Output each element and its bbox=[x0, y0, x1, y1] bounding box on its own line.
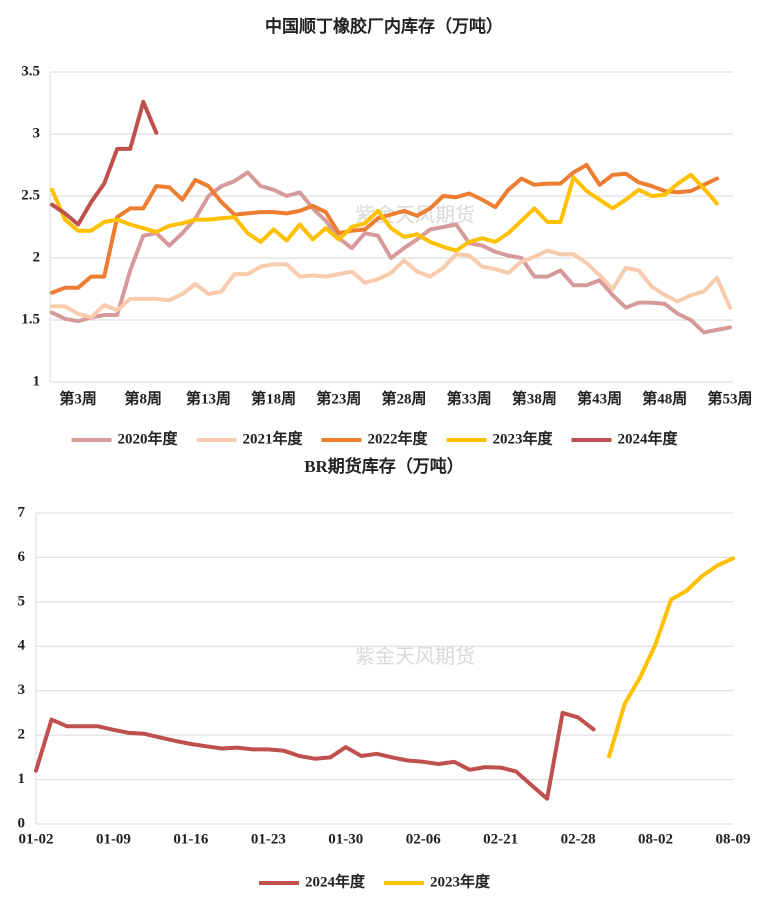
x-tick-label: 第43周 bbox=[577, 389, 622, 407]
x-tick-label: 第38周 bbox=[512, 389, 557, 407]
x-tick-label: 01-16 bbox=[173, 831, 208, 847]
y-tick-label: 2.5 bbox=[21, 187, 40, 203]
x-tick-label: 02-28 bbox=[561, 831, 596, 847]
y-tick-label: 2 bbox=[33, 249, 41, 265]
y-tick-label: 3.5 bbox=[21, 63, 40, 79]
y-tick-label: 1 bbox=[33, 373, 41, 389]
legend-label: 2024年度 bbox=[618, 429, 679, 447]
series-line bbox=[607, 556, 735, 759]
x-tick-label: 01-23 bbox=[251, 831, 286, 847]
y-tick-label: 1.5 bbox=[21, 311, 40, 327]
series-line bbox=[50, 248, 732, 320]
y-tick-label: 4 bbox=[18, 638, 26, 654]
series-line bbox=[34, 710, 596, 801]
x-tick-label: 01-09 bbox=[96, 831, 131, 847]
x-tick-label: 08-02 bbox=[638, 831, 673, 847]
x-tick-label: 第53周 bbox=[707, 389, 752, 407]
y-tick-label: 3 bbox=[33, 125, 41, 141]
y-tick-label: 2 bbox=[18, 727, 26, 743]
x-tick-label: 第33周 bbox=[447, 389, 492, 407]
legend-label: 2022年度 bbox=[368, 429, 429, 447]
x-tick-label: 02-21 bbox=[483, 831, 518, 847]
series-line bbox=[50, 172, 719, 253]
legend-label: 2021年度 bbox=[243, 429, 304, 447]
chart-title: 中国顺丁橡胶厂内库存（万吨） bbox=[265, 16, 503, 36]
y-tick-label: 0 bbox=[18, 815, 26, 831]
x-tick-label: 02-06 bbox=[406, 831, 441, 847]
y-tick-label: 7 bbox=[18, 504, 26, 520]
legend-label: 2020年度 bbox=[118, 429, 179, 447]
x-tick-label: 第3周 bbox=[59, 389, 97, 407]
x-tick-label: 第13周 bbox=[186, 389, 231, 407]
x-tick-label: 01-02 bbox=[19, 831, 54, 847]
x-tick-label: 08-09 bbox=[716, 831, 751, 847]
series-line bbox=[50, 170, 732, 335]
watermark: 紫金天风期货 bbox=[355, 645, 475, 668]
legend-label: 2023年度 bbox=[493, 429, 554, 447]
chart-title: BR期货库存（万吨） bbox=[304, 456, 464, 476]
y-tick-label: 1 bbox=[18, 771, 26, 787]
x-tick-label: 第18周 bbox=[251, 389, 296, 407]
y-tick-label: 3 bbox=[18, 682, 26, 698]
y-tick-label: 5 bbox=[18, 593, 26, 609]
legend-label: 2024年度 bbox=[305, 872, 366, 890]
x-tick-label: 第23周 bbox=[316, 389, 361, 407]
x-tick-label: 01-30 bbox=[328, 831, 363, 847]
x-tick-label: 第8周 bbox=[125, 389, 163, 407]
series-line bbox=[50, 99, 159, 227]
y-tick-label: 6 bbox=[18, 549, 26, 565]
legend-label: 2023年度 bbox=[430, 872, 491, 890]
x-tick-label: 第48周 bbox=[642, 389, 687, 407]
x-tick-label: 第28周 bbox=[382, 389, 427, 407]
